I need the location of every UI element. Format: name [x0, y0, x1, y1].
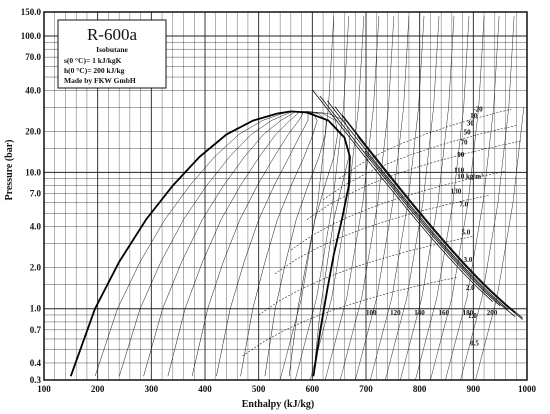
y-tick-label: 10.0: [25, 167, 41, 177]
x-tick-label: 600: [306, 384, 320, 394]
plot-frame: [43, 11, 528, 381]
quality-line: [264, 111, 327, 377]
y-tick-label: 100.0: [21, 31, 42, 41]
property-curves: [94, 16, 525, 381]
title-box: R-600a Isobutane s(0 °C)= 1 kJ/kgK h(0 °…: [57, 19, 167, 89]
isotherm-label: 10: [470, 112, 478, 120]
isentrope-line: [430, 16, 485, 381]
isotherm-label: 130: [451, 187, 462, 195]
x-tick-label: 300: [145, 384, 159, 394]
isochore-line: [290, 170, 506, 251]
chart-note: Made by FKW GmbH: [64, 76, 136, 85]
isentrope-line: [309, 16, 365, 381]
isentrope-line: [415, 16, 470, 381]
quality-line: [143, 111, 296, 377]
isentrope-label: 140: [414, 309, 425, 317]
y-tick-label: 20.0: [25, 126, 41, 136]
isochore-line: [242, 277, 458, 357]
isochore-label: 1.0: [468, 312, 477, 320]
chart-note: s(0 °C)= 1 kJ/kgK: [64, 56, 122, 65]
quality-line: [288, 111, 338, 377]
chart-note: h(0 °C)= 200 kJ/kg: [64, 66, 125, 75]
x-axis-ticks: 100 200 300 400 500 600 700 800 900 1000: [37, 384, 536, 394]
y-tick-label: 1.0: [30, 304, 42, 314]
isentrope-line: [445, 16, 500, 381]
isotherm-label: 30: [467, 120, 475, 128]
x-tick-label: 700: [359, 384, 373, 394]
y-tick-label: 0.7: [30, 325, 42, 335]
isentrope-label: 120: [390, 309, 401, 317]
y-tick-label: 0.4: [30, 358, 42, 368]
chart-subtitle: Isobutane: [96, 45, 128, 54]
title-box-frame: [57, 19, 167, 89]
y-tick-label: 150.0: [21, 7, 42, 17]
quality-line: [167, 111, 299, 377]
isentrope-line: [475, 107, 525, 381]
isentrope-label: 180: [463, 309, 474, 317]
isentrope-line: [400, 16, 455, 381]
quality-line: [306, 111, 351, 377]
x-axis-label: Enthalpy (kJ/kg): [242, 399, 315, 410]
y-axis-ticks: 0.3 0.4 0.7 1.0 2.0 4.0 7.0 10.0 20.0 40.0 70.0 100…: [21, 7, 42, 385]
isochore-label: 0.5: [470, 340, 479, 348]
isotherm-line: [349, 124, 516, 313]
isotherm-line: [334, 106, 516, 314]
isotherm-label: -20: [473, 105, 483, 113]
x-tick-label: 1000: [518, 384, 537, 394]
quality-line: [240, 111, 318, 377]
x-tick-label: 400: [198, 384, 212, 394]
y-tick-label: 40.0: [25, 85, 41, 95]
isotherm-line: [327, 100, 508, 310]
saturation-dome: [69, 110, 351, 377]
isochore-label: 5.0: [462, 228, 471, 236]
isentrope-line: [460, 16, 515, 381]
isentrope-line: [324, 16, 380, 381]
isentrope-line: [279, 16, 335, 381]
isotherm-label: 70: [460, 139, 468, 147]
quality-line: [119, 111, 295, 377]
x-tick-label: 500: [252, 384, 266, 394]
y-tick-label: 7.0: [30, 188, 42, 198]
isochore-line: [274, 194, 490, 275]
isochore-line: [258, 235, 474, 316]
isentrope-label: 160: [438, 309, 449, 317]
isotherm-line: [357, 136, 523, 320]
isochore-label: 2.0: [466, 284, 475, 292]
isochore-label: 7.0: [459, 200, 468, 208]
x-tick-label: 100: [37, 384, 51, 394]
isotherm-line: [364, 150, 516, 318]
chart-title: R-600a: [87, 25, 138, 44]
isentrope-line: [294, 16, 350, 381]
saturation-curve: [69, 110, 351, 377]
quality-line: [94, 111, 293, 377]
isotherm-label: 90: [457, 151, 465, 159]
y-tick-label: 70.0: [25, 52, 41, 62]
isentrope-line: [370, 16, 425, 381]
isotherm-label: 50: [464, 128, 472, 136]
isentrope-label: 200: [487, 309, 498, 317]
y-tick-label: 2.0: [30, 263, 42, 273]
isochore-label: 10 kg/m³: [457, 173, 483, 181]
y-tick-label: 4.0: [30, 222, 42, 232]
quality-line: [216, 111, 309, 377]
isentrope-line: [385, 16, 440, 381]
x-tick-label: 900: [467, 384, 481, 394]
quality-line: [191, 111, 304, 377]
isentrope-label: 100: [366, 309, 377, 317]
isentrope-line: [339, 16, 395, 381]
x-tick-label: 200: [91, 384, 105, 394]
isochore-label: 3.0: [464, 256, 473, 264]
isotherm-label: 110: [454, 166, 465, 174]
x-tick-label: 800: [413, 384, 427, 394]
isotherm-line: [311, 89, 493, 302]
isochore-line: [322, 125, 517, 200]
y-tick-label: 0.3: [30, 375, 42, 385]
isochore-line: [306, 140, 522, 220]
isentrope-line: [355, 16, 410, 381]
y-axis-label: Pressure (bar): [4, 139, 15, 200]
